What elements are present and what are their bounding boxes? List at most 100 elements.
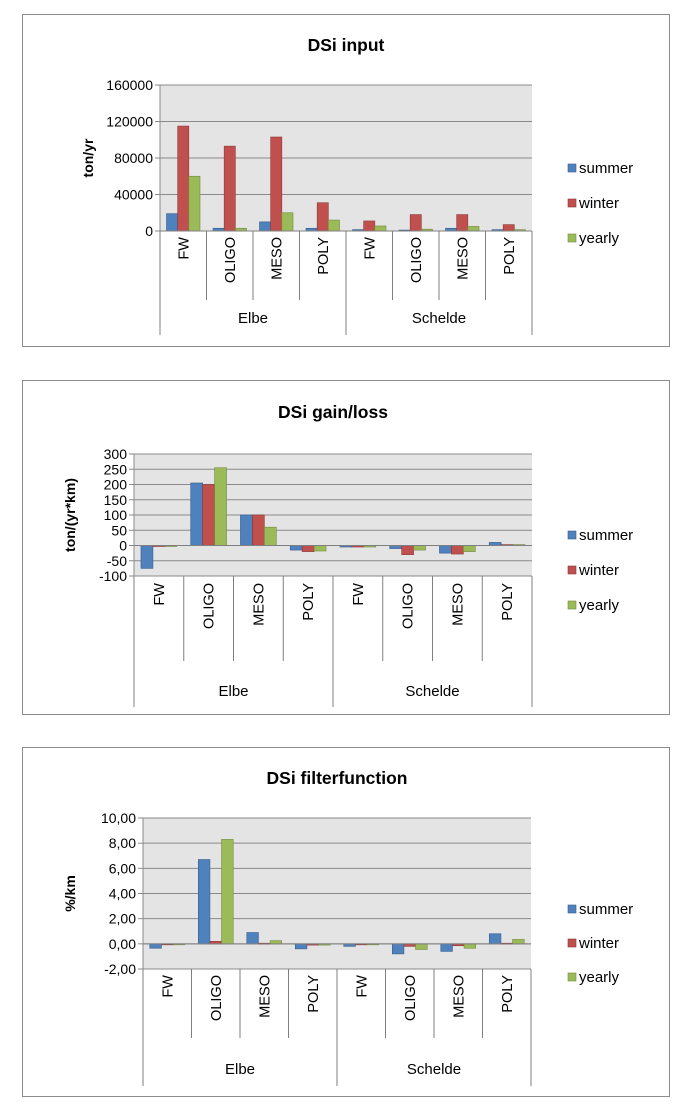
bar-winter-elbe-meso [252, 514, 265, 546]
chart-panel-dsi-filterfunction: DSi filterfunction -2,00 0,00 2,00 4,00 6,00 8… [22, 747, 670, 1097]
category-label: OLIGO [202, 583, 218, 629]
category-label: FW [176, 237, 192, 260]
category-label: OLIGO [409, 237, 425, 283]
y-tick-label: 8,00 [109, 835, 136, 851]
chart-dsi-input: DSi input 0 40000 80000 120000 160000 ton/yr FW… [80, 35, 633, 335]
bar-yearly-elbe-fw [188, 175, 201, 232]
bar-winter-schelde-oligo [401, 545, 414, 555]
group-label-elbe: Elbe [218, 683, 248, 700]
legend-label-yearly: yearly [579, 230, 620, 247]
legend-swatch-summer [567, 163, 577, 173]
bar-yearly-elbe-oligo [214, 467, 227, 546]
legend-swatch-winter [567, 565, 577, 575]
bar-winter-schelde-meso [456, 214, 469, 232]
category-label: MESO [455, 237, 471, 280]
bar-yearly-schelde-oligo [415, 943, 428, 950]
category-label: OLIGO [223, 237, 239, 283]
legend-label-summer: summer [579, 527, 633, 544]
y-tick-label: 40000 [114, 187, 153, 203]
y-tick-label: 150 [104, 492, 128, 508]
y-tick-label: 250 [104, 461, 128, 477]
bar-winter-elbe-oligo [202, 484, 215, 546]
y-tick-label: 6,00 [109, 860, 136, 876]
legend-swatch-yearly [567, 972, 577, 982]
bar-summer-elbe-oligo [197, 859, 211, 945]
legend-swatch-winter [567, 938, 577, 948]
y-tick-label: 200 [104, 477, 128, 493]
bar-summer-schelde-oligo [391, 943, 405, 955]
bar-yearly-schelde-meso [463, 545, 476, 552]
legend-label-winter: winter [578, 562, 619, 579]
bar-winter-schelde-oligo [409, 214, 422, 232]
bar-winter-elbe-oligo [223, 145, 236, 232]
bar-summer-elbe-meso [246, 932, 259, 945]
bar-winter-elbe-meso [270, 136, 283, 232]
category-label: FW [351, 583, 367, 606]
bar-yearly-schelde-fw [374, 225, 387, 232]
bar-yearly-schelde-poly [512, 939, 525, 945]
category-label: FW [354, 975, 370, 998]
category-label: FW [362, 237, 378, 260]
bar-summer-elbe-oligo [190, 482, 203, 546]
legend-swatch-yearly [567, 600, 577, 610]
category-label: POLY [500, 975, 516, 1013]
category-label: POLY [301, 583, 317, 621]
bar-yearly-elbe-poly [313, 545, 327, 552]
category-label: MESO [251, 583, 267, 626]
bar-winter-elbe-poly [316, 202, 329, 232]
bar-yearly-elbe-meso [281, 212, 294, 232]
legend-label-winter: winter [578, 935, 619, 952]
y-tick-label: 300 [104, 446, 128, 462]
legend-swatch-winter [567, 198, 577, 208]
y-tick-label: 4,00 [109, 886, 136, 902]
y-tick-label: -2,00 [104, 961, 136, 977]
y-tick-label: 50 [111, 522, 127, 538]
bar-winter-schelde-meso [451, 545, 464, 555]
chart-title: DSi gain/loss [278, 402, 388, 422]
bar-winter-schelde-poly [502, 224, 515, 232]
y-tick-label: 80000 [114, 150, 153, 166]
y-tick-label: 0 [119, 538, 127, 554]
bar-yearly-elbe-poly [328, 219, 340, 232]
bar-summer-schelde-meso [439, 545, 452, 554]
chart-title: DSi filterfunction [267, 768, 408, 788]
category-label: MESO [451, 975, 467, 1018]
bar-winter-elbe-poly [301, 545, 315, 552]
bar-summer-elbe-fw [140, 545, 154, 569]
category-label: MESO [257, 975, 273, 1018]
category-label: POLY [500, 583, 516, 621]
chart-title: DSi input [308, 35, 385, 55]
chart-panel-dsi-input: DSi input 0 40000 80000 120000 160000 ton/yr FW… [22, 14, 670, 347]
y-axis-label: ton/yr [80, 138, 96, 177]
category-label: POLY [316, 237, 332, 275]
legend-swatch-summer [567, 530, 577, 540]
y-tick-label: 2,00 [109, 911, 136, 927]
bar-summer-elbe-fw [166, 213, 178, 232]
y-tick-label: 0,00 [109, 936, 136, 952]
category-label: OLIGO [403, 975, 419, 1021]
bar-summer-elbe-meso [259, 221, 271, 232]
group-label-schelde: Schelde [405, 683, 459, 700]
bar-yearly-schelde-meso [467, 226, 480, 232]
bar-summer-schelde-meso [440, 943, 453, 952]
category-label: POLY [306, 975, 322, 1013]
legend-swatch-yearly [567, 233, 577, 243]
y-axis-label: %/km [62, 875, 78, 912]
category-label: OLIGO [209, 975, 225, 1021]
bar-winter-schelde-fw [363, 220, 376, 232]
y-axis-label: ton/(yr*km) [62, 478, 78, 552]
legend-label-yearly: yearly [579, 597, 620, 614]
y-tick-label: 0 [145, 223, 153, 239]
category-label: OLIGO [401, 583, 417, 629]
legend-label-yearly: yearly [579, 969, 620, 986]
category-label: MESO [450, 583, 466, 626]
group-label-elbe: Elbe [238, 310, 268, 327]
y-tick-label: -50 [107, 553, 127, 569]
bar-yearly-schelde-oligo [413, 545, 426, 551]
category-label: MESO [269, 237, 285, 280]
group-label-schelde: Schelde [412, 310, 466, 327]
y-tick-label: 120000 [106, 114, 153, 130]
bar-winter-elbe-fw [177, 125, 190, 232]
legend-label-summer: summer [579, 160, 633, 177]
